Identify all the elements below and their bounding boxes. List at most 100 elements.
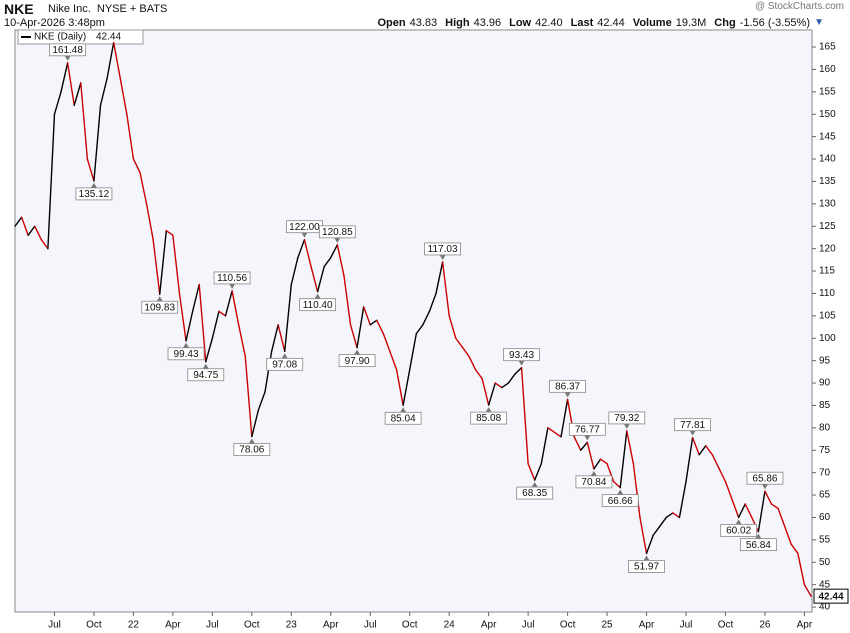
price-segment — [724, 480, 733, 501]
price-segment — [547, 427, 556, 434]
price-segment — [224, 290, 233, 317]
price-segment — [790, 543, 799, 555]
annotation-box — [549, 379, 586, 393]
price-segment — [284, 283, 292, 353]
y-tick-label: 80 — [819, 422, 831, 433]
price-segment — [645, 534, 654, 555]
annotation-pointer — [584, 435, 591, 441]
price-segment — [593, 458, 602, 470]
annotation-pointer — [623, 423, 630, 429]
annotation-label: 79.32 — [614, 413, 639, 424]
quote-menu[interactable]: ▼ — [814, 17, 824, 28]
annotation-box — [318, 225, 356, 239]
annotation-box — [424, 242, 462, 256]
annotation-box — [213, 271, 251, 285]
quote-value: -1.56 (-3.55%) — [739, 17, 810, 29]
annotation-pointer — [400, 407, 407, 413]
y-tick-label: 165 — [819, 42, 836, 53]
price-segment — [119, 77, 128, 115]
quote-label: High — [445, 17, 470, 29]
price-segment — [514, 366, 523, 375]
y-tick-label: 55 — [819, 535, 831, 546]
price-segment — [218, 310, 227, 317]
price-segment — [66, 62, 75, 106]
y-tick-label: 160 — [819, 64, 836, 75]
price-segment — [139, 171, 148, 205]
annotation-pointer — [518, 360, 525, 366]
price-segment — [185, 310, 194, 342]
price-segment — [20, 216, 29, 236]
annotation-pointer — [334, 237, 341, 243]
price-segment — [165, 230, 174, 236]
legend-last: 42.44 — [96, 32, 121, 43]
quote-value: 42.40 — [535, 17, 563, 29]
price-segment — [619, 430, 628, 489]
y-tick-label: 115 — [819, 266, 835, 277]
price-segment — [277, 324, 286, 353]
annotation-pointer — [590, 470, 597, 476]
quote-bar: Open 43.83 High 43.96 Low 42.40 Last 42.44 Volum… — [369, 17, 810, 29]
price-segment — [757, 490, 766, 533]
annotation-label: 93.43 — [509, 350, 534, 361]
quote-label: Chg — [714, 17, 736, 29]
price-segment — [251, 409, 260, 438]
y-tick-label: 40 — [819, 602, 831, 613]
annotation-label: 76.77 — [575, 424, 600, 435]
x-tick-label: 22 — [128, 620, 140, 631]
price-segment — [586, 441, 595, 470]
annotation-label: 60.02 — [726, 526, 751, 537]
y-tick-label: 100 — [819, 333, 836, 344]
y-tick-label: 130 — [819, 198, 836, 209]
quote-label: Low — [509, 17, 532, 29]
annotation-label: 51.97 — [634, 562, 659, 573]
price-segment — [718, 467, 727, 483]
last-price-tag — [813, 588, 849, 604]
price-segment — [487, 382, 496, 406]
price-segment — [211, 310, 220, 339]
annotation-label: 109.83 — [144, 302, 175, 313]
quote-value: 42.44 — [597, 17, 625, 29]
price-segment — [237, 324, 246, 357]
price-segment — [461, 346, 470, 357]
price-segment — [290, 256, 299, 286]
annotation-box — [739, 538, 777, 552]
annotation-pointer — [183, 342, 190, 348]
price-segment — [626, 430, 635, 465]
price-segment — [764, 490, 773, 505]
price-segment — [658, 516, 667, 528]
annotation-box — [187, 368, 225, 382]
company: Nike Inc. NYSE + BATS — [48, 3, 168, 15]
annotation-box — [49, 43, 87, 57]
x-tick-label: Oct — [86, 620, 102, 631]
price-segment — [678, 480, 687, 519]
annotation-label: 78.06 — [239, 445, 264, 456]
price-segment — [428, 292, 437, 313]
annotation-box — [75, 187, 113, 201]
price-segment — [356, 306, 365, 349]
x-tick-label: Jul — [680, 620, 693, 631]
annotation-pointer — [301, 232, 308, 238]
annotation-label: 56.84 — [746, 540, 771, 551]
annotation-pointer — [439, 254, 446, 260]
annotation-box — [141, 300, 179, 314]
x-tick-label: Apr — [323, 620, 339, 631]
annotation-label: 99.43 — [174, 349, 199, 360]
annotation-box — [608, 411, 646, 425]
annotation-label: 120.85 — [322, 227, 353, 238]
annotation-label: 70.84 — [581, 477, 606, 488]
price-segment — [501, 382, 510, 389]
annotation-label: 135.12 — [79, 189, 110, 200]
x-tick-label: Oct — [402, 620, 418, 631]
price-segment — [336, 244, 345, 277]
price-segment — [606, 462, 615, 483]
price-segment — [527, 462, 536, 481]
y-tick-label: 105 — [819, 310, 836, 321]
price-segment — [553, 431, 562, 438]
price-segment — [303, 238, 312, 268]
price-segment — [599, 458, 608, 465]
price-segment — [14, 216, 23, 227]
annotation-box — [601, 494, 639, 508]
x-tick-label: Jul — [522, 620, 535, 631]
y-tick-label: 65 — [819, 490, 831, 501]
